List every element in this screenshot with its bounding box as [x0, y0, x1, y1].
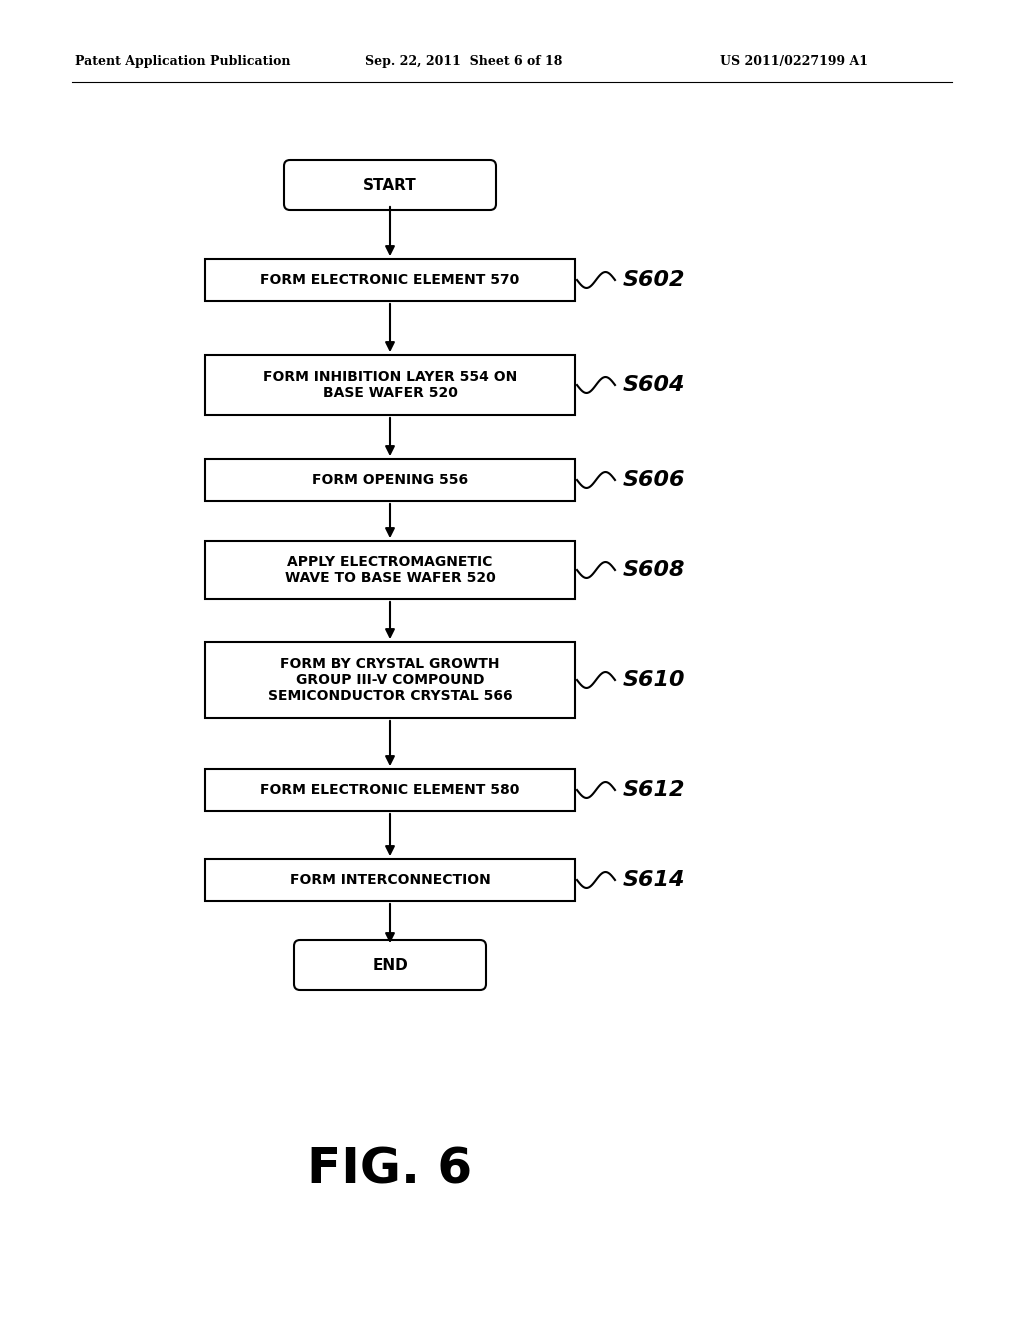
- Bar: [205, 770, 575, 810]
- Text: FORM ELECTRONIC ELEMENT 570: FORM ELECTRONIC ELEMENT 570: [260, 273, 519, 286]
- Bar: [205, 259, 575, 301]
- Text: FORM BY CRYSTAL GROWTH
GROUP III-V COMPOUND
SEMICONDUCTOR CRYSTAL 566: FORM BY CRYSTAL GROWTH GROUP III-V COMPO…: [267, 657, 512, 704]
- Bar: [205, 355, 575, 414]
- Bar: [205, 642, 575, 718]
- Text: Patent Application Publication: Patent Application Publication: [75, 55, 291, 69]
- Text: FORM INTERCONNECTION: FORM INTERCONNECTION: [290, 873, 490, 887]
- Text: FORM OPENING 556: FORM OPENING 556: [312, 473, 468, 487]
- Bar: [205, 541, 575, 599]
- Text: US 2011/0227199 A1: US 2011/0227199 A1: [720, 55, 868, 69]
- Bar: [205, 459, 575, 502]
- Text: Sep. 22, 2011  Sheet 6 of 18: Sep. 22, 2011 Sheet 6 of 18: [365, 55, 562, 69]
- Bar: [205, 859, 575, 902]
- FancyBboxPatch shape: [294, 940, 486, 990]
- Text: S610: S610: [623, 671, 685, 690]
- Text: FORM INHIBITION LAYER 554 ON
BASE WAFER 520: FORM INHIBITION LAYER 554 ON BASE WAFER …: [263, 370, 517, 400]
- FancyBboxPatch shape: [284, 160, 496, 210]
- Text: S606: S606: [623, 470, 685, 490]
- Text: S602: S602: [623, 271, 685, 290]
- Text: FORM ELECTRONIC ELEMENT 580: FORM ELECTRONIC ELEMENT 580: [260, 783, 520, 797]
- Text: S614: S614: [623, 870, 685, 890]
- Text: S604: S604: [623, 375, 685, 395]
- Text: FIG. 6: FIG. 6: [307, 1146, 472, 1195]
- Text: END: END: [372, 957, 408, 973]
- Text: APPLY ELECTROMAGNETIC
WAVE TO BASE WAFER 520: APPLY ELECTROMAGNETIC WAVE TO BASE WAFER…: [285, 554, 496, 585]
- Text: START: START: [364, 177, 417, 193]
- Text: S608: S608: [623, 560, 685, 579]
- Text: S612: S612: [623, 780, 685, 800]
